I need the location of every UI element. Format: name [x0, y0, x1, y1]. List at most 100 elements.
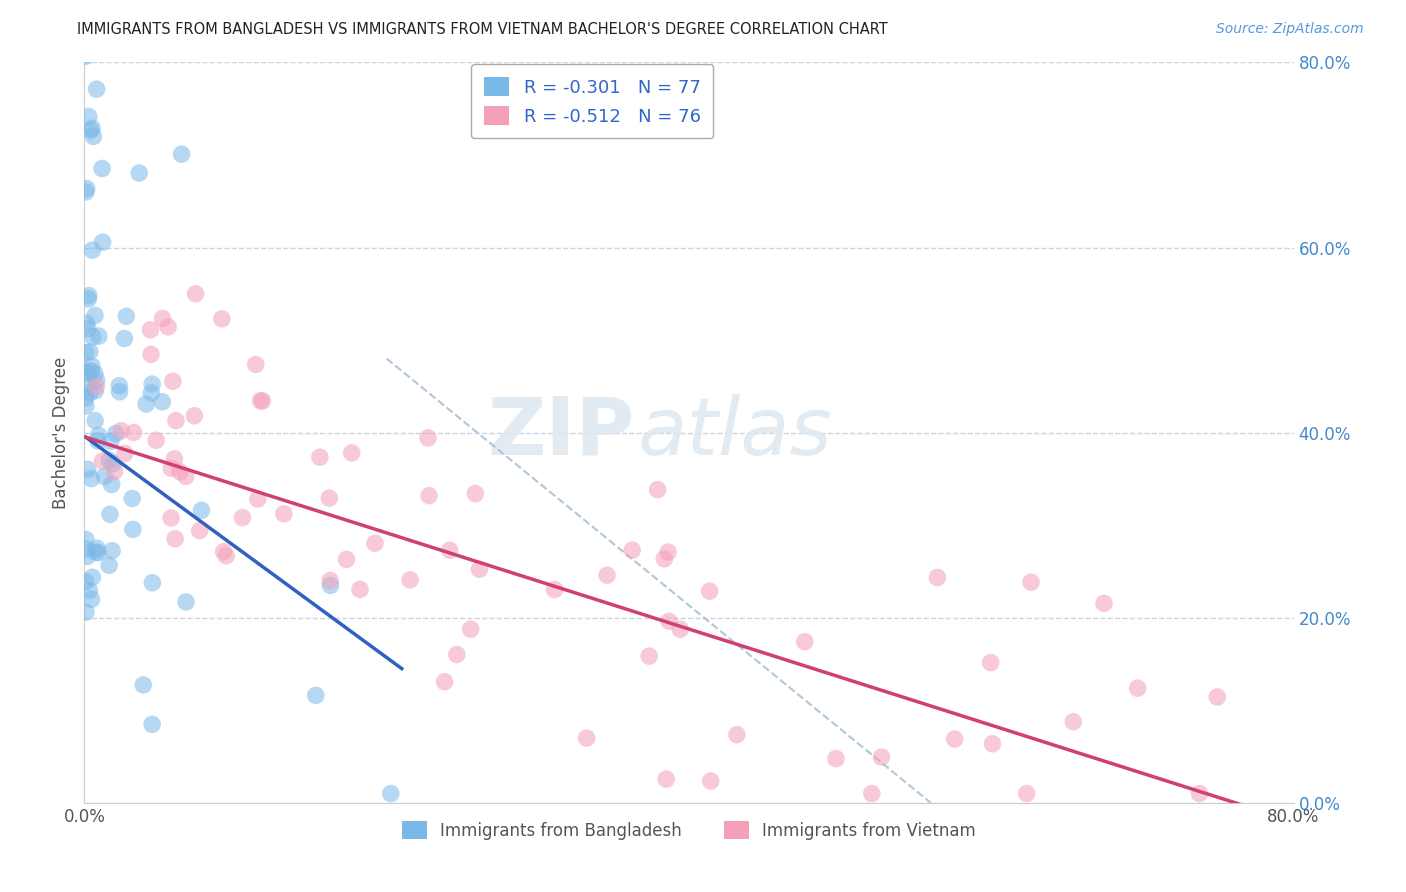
Point — [160, 511, 183, 525]
Point — [418, 489, 440, 503]
Point — [439, 543, 461, 558]
Point — [82, 121, 104, 136]
Point — [84, 414, 107, 428]
Point — [75, 533, 97, 547]
Text: IMMIGRANTS FROM BANGLADESH VS IMMIGRANTS FROM VIETNAM BACHELOR'S DEGREE CORRELAT: IMMIGRANTS FROM BANGLADESH VS IMMIGRANTS… — [77, 22, 889, 37]
Point — [212, 544, 235, 558]
Point — [76, 367, 98, 381]
Point — [460, 622, 482, 636]
Point — [215, 549, 238, 563]
Point — [139, 323, 162, 337]
Point — [174, 595, 197, 609]
Point — [82, 129, 104, 144]
Point — [652, 551, 675, 566]
Point — [319, 574, 342, 588]
Point — [141, 575, 163, 590]
Point — [349, 582, 371, 597]
Point — [87, 329, 110, 343]
Point — [211, 311, 233, 326]
Point — [114, 446, 136, 460]
Point — [165, 532, 187, 546]
Point — [184, 286, 207, 301]
Point — [100, 477, 122, 491]
Point — [122, 523, 145, 537]
Point — [825, 751, 848, 765]
Point — [870, 750, 893, 764]
Point — [86, 373, 108, 387]
Point — [75, 399, 97, 413]
Point — [335, 552, 357, 566]
Point — [139, 347, 162, 361]
Point — [128, 166, 150, 180]
Point — [76, 462, 98, 476]
Point — [621, 543, 644, 558]
Point — [86, 82, 108, 96]
Point — [596, 568, 619, 582]
Point — [121, 491, 143, 506]
Point — [115, 310, 138, 324]
Point — [141, 717, 163, 731]
Point — [150, 394, 173, 409]
Point — [145, 434, 167, 448]
Point — [319, 578, 342, 592]
Point — [1188, 787, 1211, 801]
Point — [141, 377, 163, 392]
Point — [101, 457, 124, 471]
Point — [169, 465, 191, 479]
Point — [699, 774, 721, 789]
Point — [1015, 787, 1038, 801]
Point — [80, 359, 103, 373]
Point — [77, 322, 100, 336]
Point — [981, 737, 1004, 751]
Point — [76, 317, 98, 331]
Point — [98, 558, 121, 573]
Point — [122, 425, 145, 440]
Point — [699, 584, 721, 599]
Point — [84, 384, 107, 398]
Point — [669, 622, 692, 636]
Text: ZIP: ZIP — [488, 393, 634, 472]
Point — [110, 424, 132, 438]
Point — [84, 379, 107, 393]
Point — [638, 649, 661, 664]
Point — [77, 288, 100, 302]
Point — [793, 634, 815, 648]
Point — [647, 483, 669, 497]
Point — [658, 614, 681, 628]
Point — [79, 583, 101, 598]
Point — [98, 508, 121, 522]
Point — [79, 344, 101, 359]
Point — [75, 605, 97, 619]
Point — [1019, 575, 1042, 590]
Point — [108, 378, 131, 392]
Point — [157, 319, 180, 334]
Point — [980, 656, 1002, 670]
Point — [84, 545, 107, 559]
Point — [103, 464, 125, 478]
Text: Source: ZipAtlas.com: Source: ZipAtlas.com — [1216, 22, 1364, 37]
Point — [87, 428, 110, 442]
Point — [1092, 596, 1115, 610]
Point — [75, 364, 97, 378]
Point — [273, 507, 295, 521]
Point — [1062, 714, 1084, 729]
Point — [101, 543, 124, 558]
Point — [246, 491, 269, 506]
Point — [160, 461, 183, 475]
Point — [75, 391, 97, 405]
Point — [380, 787, 402, 801]
Point — [141, 386, 163, 401]
Point — [305, 688, 328, 702]
Point — [79, 123, 101, 137]
Point — [152, 311, 174, 326]
Point — [91, 454, 114, 468]
Point — [188, 524, 211, 538]
Point — [364, 536, 387, 550]
Point — [543, 582, 565, 597]
Point — [83, 367, 105, 381]
Point — [245, 358, 267, 372]
Point — [399, 573, 422, 587]
Point — [135, 397, 157, 411]
Point — [87, 434, 110, 448]
Point — [231, 510, 253, 524]
